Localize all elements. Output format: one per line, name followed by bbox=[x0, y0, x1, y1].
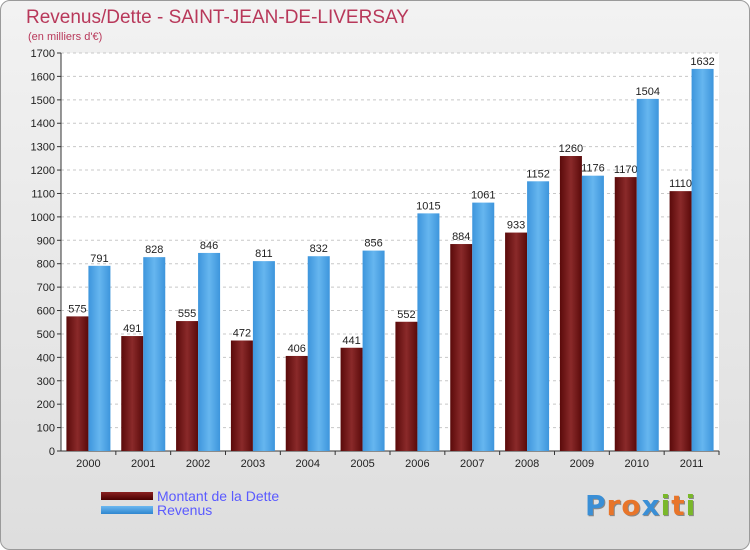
bar-revenus bbox=[362, 250, 385, 451]
bar-dette bbox=[450, 244, 473, 451]
data-label-revenus: 832 bbox=[310, 243, 328, 255]
y-tick-label: 400 bbox=[37, 352, 55, 364]
y-tick-label: 1600 bbox=[31, 71, 55, 83]
x-tick-label: 2000 bbox=[76, 458, 100, 470]
legend-label-revenus: Revenus bbox=[157, 502, 213, 518]
data-label-dette: 406 bbox=[288, 343, 306, 355]
logo-letter: r bbox=[606, 489, 622, 522]
x-tick-label: 2002 bbox=[186, 458, 210, 470]
y-tick-label: 600 bbox=[37, 306, 55, 318]
x-tick-label: 2001 bbox=[131, 458, 155, 470]
x-tick-label: 2004 bbox=[296, 458, 320, 470]
logo-letter: i bbox=[685, 489, 697, 522]
bar-revenus bbox=[527, 181, 550, 452]
bar-revenus bbox=[472, 202, 495, 451]
data-label-dette: 1170 bbox=[614, 164, 638, 176]
y-tick-label: 0 bbox=[49, 446, 55, 458]
data-label-dette: 491 bbox=[123, 323, 141, 335]
legend-label-dette: Montant de la Dette bbox=[157, 488, 280, 504]
chart-subtitle: (en milliers d'€) bbox=[28, 31, 103, 43]
bar-revenus bbox=[198, 252, 221, 451]
bar-revenus bbox=[143, 257, 166, 451]
data-label-revenus: 791 bbox=[90, 253, 108, 265]
bar-revenus bbox=[691, 68, 714, 452]
data-label-dette: 441 bbox=[342, 335, 360, 347]
data-label-revenus: 1015 bbox=[416, 200, 440, 212]
data-label-revenus: 1152 bbox=[526, 168, 550, 180]
chart-title: Revenus/Dette - SAINT-JEAN-DE-LIVERSAY bbox=[26, 7, 409, 28]
bar-dette bbox=[669, 191, 692, 452]
bar-revenus bbox=[636, 98, 659, 452]
y-tick-label: 1100 bbox=[31, 188, 55, 200]
data-label-dette: 1110 bbox=[669, 178, 692, 190]
x-tick-label: 2005 bbox=[350, 458, 374, 470]
bar-revenus bbox=[417, 213, 440, 451]
data-label-dette: 555 bbox=[178, 308, 196, 320]
y-tick-label: 700 bbox=[37, 282, 55, 294]
data-label-revenus: 1061 bbox=[471, 190, 495, 202]
data-label-revenus: 856 bbox=[364, 238, 382, 250]
data-label-dette: 933 bbox=[507, 220, 525, 232]
y-tick-label: 500 bbox=[37, 329, 55, 341]
y-tick-label: 1300 bbox=[31, 142, 55, 154]
bar-dette bbox=[340, 347, 363, 451]
data-label-revenus: 828 bbox=[145, 244, 163, 256]
logo-letter: o bbox=[621, 489, 642, 522]
data-label-dette: 472 bbox=[233, 327, 251, 339]
bar-dette bbox=[614, 177, 637, 452]
y-tick-label: 1000 bbox=[31, 212, 55, 224]
bar-revenus bbox=[252, 261, 275, 451]
data-label-dette: 575 bbox=[68, 303, 86, 315]
proxiti-logo: Proxiti bbox=[585, 489, 696, 522]
y-tick-label: 1500 bbox=[31, 95, 55, 107]
bar-dette bbox=[176, 321, 199, 451]
data-label-dette: 1260 bbox=[559, 143, 583, 155]
bar-dette bbox=[559, 156, 582, 451]
legend-swatch-dette bbox=[101, 492, 153, 500]
data-label-dette: 552 bbox=[397, 309, 415, 321]
data-label-revenus: 1504 bbox=[636, 86, 660, 98]
logo-letter: t bbox=[671, 489, 686, 522]
data-label-revenus: 1176 bbox=[581, 163, 605, 175]
data-label-dette: 884 bbox=[452, 231, 470, 243]
y-tick-label: 1400 bbox=[31, 118, 55, 130]
y-tick-label: 300 bbox=[37, 376, 55, 388]
y-tick-label: 800 bbox=[37, 259, 55, 271]
bar-dette bbox=[121, 336, 144, 451]
logo-letter: i bbox=[660, 489, 672, 522]
data-label-revenus: 1632 bbox=[690, 56, 714, 68]
x-tick-label: 2009 bbox=[570, 458, 594, 470]
x-tick-label: 2003 bbox=[241, 458, 265, 470]
logo-letter: P bbox=[585, 489, 607, 522]
y-tick-label: 1700 bbox=[31, 48, 55, 60]
bar-dette bbox=[230, 340, 253, 451]
bar-revenus bbox=[581, 175, 604, 451]
x-tick-label: 2011 bbox=[680, 458, 704, 470]
y-tick-label: 100 bbox=[37, 423, 55, 435]
legend-swatch-revenus bbox=[101, 506, 153, 514]
x-tick-label: 2008 bbox=[515, 458, 539, 470]
data-label-revenus: 846 bbox=[200, 240, 218, 252]
data-label-revenus: 811 bbox=[255, 248, 273, 260]
y-tick-label: 900 bbox=[37, 235, 55, 247]
plot-area bbox=[61, 53, 719, 451]
bar-dette bbox=[285, 355, 308, 451]
x-tick-label: 2007 bbox=[460, 458, 484, 470]
y-tick-label: 200 bbox=[37, 399, 55, 411]
x-tick-label: 2010 bbox=[625, 458, 649, 470]
bar-dette bbox=[66, 316, 89, 451]
x-tick-label: 2006 bbox=[405, 458, 429, 470]
bar-revenus bbox=[88, 265, 111, 451]
y-tick-label: 1200 bbox=[31, 165, 55, 177]
bar-dette bbox=[395, 321, 418, 451]
bar-dette bbox=[505, 232, 528, 451]
bar-revenus bbox=[307, 256, 330, 451]
logo-letter: x bbox=[641, 489, 661, 522]
